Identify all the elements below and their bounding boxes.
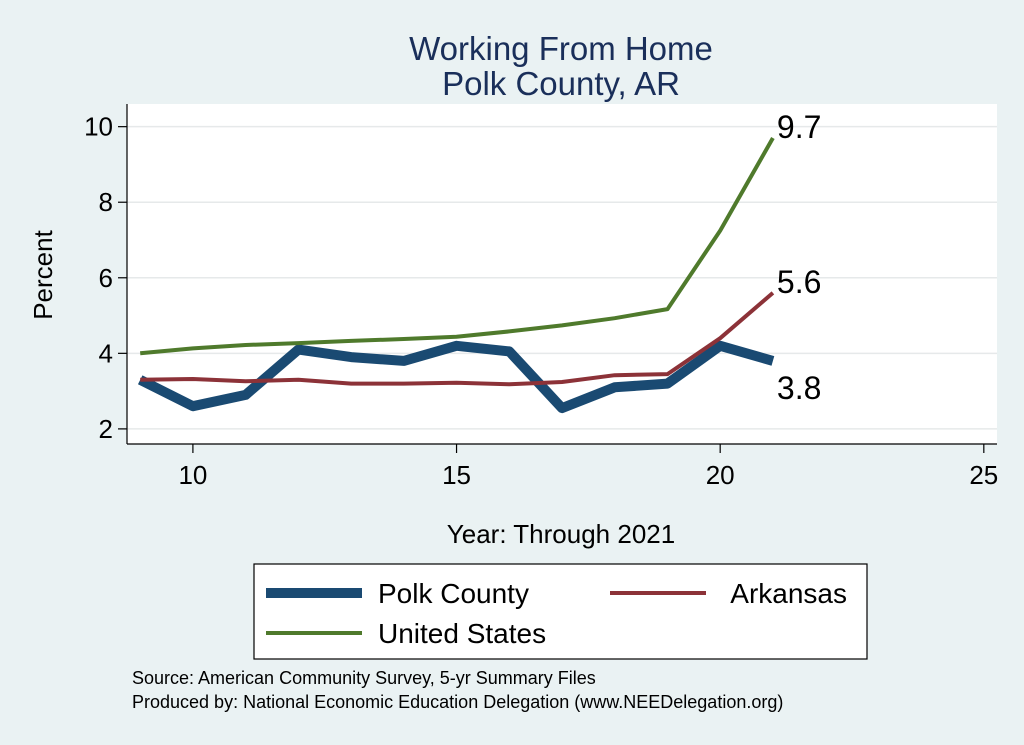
x-axis-title: Year: Through 2021 bbox=[447, 519, 675, 549]
series-group bbox=[137, 137, 775, 414]
y-tick-label: 4 bbox=[99, 338, 113, 368]
y-tick-label: 6 bbox=[99, 263, 113, 293]
y-ticks: 2 4 6 8 10 bbox=[84, 112, 127, 444]
x-tick-label: 20 bbox=[706, 460, 735, 490]
x-ticks: 10 15 20 25 bbox=[178, 444, 998, 490]
end-label-arkansas: 5.6 bbox=[777, 264, 821, 300]
legend-label-arkansas: Arkansas bbox=[730, 578, 847, 609]
legend-label-polk-county: Polk County bbox=[378, 578, 529, 609]
chart-title: Working From Home bbox=[409, 30, 713, 67]
end-labels: 3.8 5.6 9.7 bbox=[777, 109, 821, 406]
legend-box bbox=[253, 563, 868, 660]
legend-label-united-states: United States bbox=[378, 618, 546, 649]
y-axis-title: Percent bbox=[28, 229, 58, 319]
series-line-arkansas bbox=[140, 291, 775, 387]
chart-subtitle: Polk County, AR bbox=[442, 65, 680, 102]
end-label-polk-county: 3.8 bbox=[777, 370, 821, 406]
y-tick-label: 2 bbox=[99, 414, 113, 444]
series-line-polk-county bbox=[137, 340, 775, 414]
x-tick-label: 10 bbox=[178, 460, 207, 490]
x-tick-label: 15 bbox=[442, 460, 471, 490]
y-tick-label: 8 bbox=[99, 187, 113, 217]
grid-lines bbox=[127, 125, 997, 430]
source-note: Source: American Community Survey, 5-yr … bbox=[132, 668, 596, 688]
x-tick-label: 25 bbox=[969, 460, 998, 490]
legend: Polk County Arkansas United States bbox=[266, 578, 847, 649]
produced-by-note: Produced by: National Economic Education… bbox=[132, 692, 783, 712]
plot-area bbox=[127, 104, 997, 444]
series-line-united-states bbox=[140, 137, 775, 356]
y-tick-label: 10 bbox=[84, 112, 113, 142]
end-label-united-states: 9.7 bbox=[777, 109, 821, 145]
